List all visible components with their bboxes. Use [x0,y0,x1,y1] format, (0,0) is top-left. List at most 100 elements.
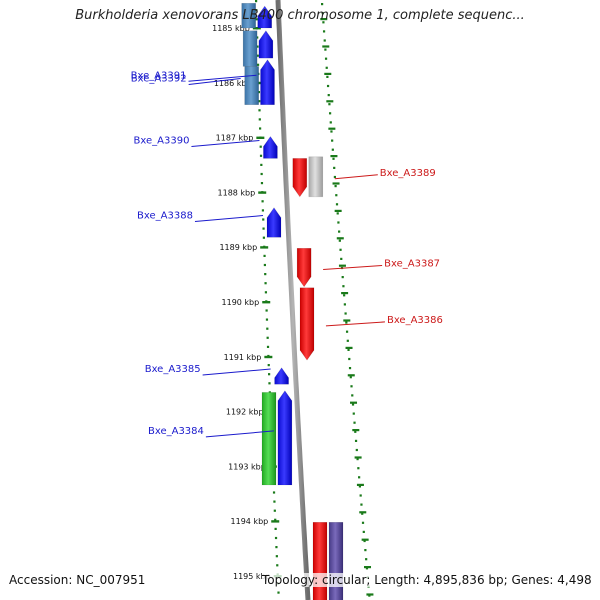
major-tick [320,18,328,21]
gene-label[interactable]: Bxe_A3389 [380,168,436,179]
gene-label[interactable]: Bxe_A3391 [131,70,187,81]
gene-label[interactable]: Bxe_A3385 [145,364,201,375]
minor-tick [262,218,265,221]
minor-tick [347,348,350,351]
gene-label[interactable]: Bxe_A3390 [134,135,190,146]
minor-tick [355,448,358,452]
minor-tick [353,421,356,424]
minor-tick [359,494,362,497]
kbp-label: 1188 kbp [218,188,256,197]
major-tick [332,182,340,185]
minor-tick [340,257,343,260]
minor-tick [361,512,364,515]
minor-tick [324,57,328,60]
minor-tick [360,503,363,506]
gene-label[interactable]: Bxe_A3392 [131,74,187,85]
minor-tick [257,91,261,94]
minor-tick [273,500,276,503]
minor-tick [262,227,265,230]
minor-tick [352,412,355,415]
gene-feature[interactable] [263,135,278,159]
minor-tick [348,367,352,370]
gene-feature[interactable] [312,521,328,600]
major-tick [361,538,369,541]
minor-tick [364,549,367,552]
minor-tick [328,112,332,115]
backbone-line [275,0,311,600]
gene-feature[interactable] [260,59,275,105]
gene-feature[interactable] [277,390,293,486]
minor-tick [265,309,268,312]
minor-tick [323,39,326,42]
gene-feature[interactable] [266,207,282,238]
kbp-tick [262,301,271,304]
kbp-tick [252,27,261,30]
minor-tick [256,63,260,66]
gene-label[interactable]: Bxe_A3384 [148,426,204,437]
minor-tick [262,236,265,239]
minor-tick [324,48,327,51]
minor-tick [266,345,270,348]
major-tick [326,100,334,103]
label-leader [205,430,274,438]
minor-tick [264,291,268,294]
minor-tick [357,467,360,470]
minor-tick [350,385,353,388]
major-tick [352,429,360,432]
major-tick [322,45,330,48]
minor-tick [264,282,267,285]
kbp-label: 1192 kbp [226,408,264,417]
label-leader [325,321,385,327]
tick-marks: 1185 kbp 1186 kbp 1187 kbp 1188 kbp 1189 kbp… [212,0,374,597]
minor-tick [261,200,264,203]
gene-feature[interactable] [296,248,312,288]
minor-tick [267,364,270,367]
minor-tick [358,476,361,479]
gene-feature[interactable] [258,30,274,59]
label-leader [334,174,378,180]
minor-tick [265,318,269,321]
minor-tick [343,294,346,297]
gene-feature[interactable] [274,367,289,385]
minor-tick [348,357,351,361]
major-tick [328,127,336,130]
gene-feature[interactable] [299,287,315,361]
gene-label[interactable]: Bxe_A3388 [137,211,193,222]
gene-label[interactable]: Bxe_A3387 [384,258,440,269]
minor-tick [331,139,334,142]
minor-tick [362,530,365,533]
minor-tick [334,185,337,188]
minor-tick [258,100,261,103]
minor-tick [327,94,330,97]
minor-tick [266,336,269,339]
minor-tick [260,163,263,166]
minor-tick [326,84,330,88]
accession-label: Accession: NC_007951 [9,573,146,587]
major-tick [343,319,351,322]
gene-feature[interactable] [241,2,256,29]
gene-label[interactable]: Bxe_A3386 [387,315,443,326]
gene-feature[interactable] [257,5,273,29]
minor-tick [260,172,263,176]
kbp-label: 1185 kbp [212,24,250,33]
minor-tick [363,539,366,543]
gene-feature[interactable] [328,521,344,600]
gene-feature[interactable] [242,30,258,67]
gene-feature[interactable] [261,392,277,486]
minor-tick [343,303,346,306]
kbp-label: 1186 kbp [214,79,252,88]
minor-tick [255,18,258,21]
major-tick [338,264,346,267]
minor-tick [322,30,326,33]
minor-tick [255,9,258,12]
minor-tick [329,121,332,124]
gene-feature[interactable] [292,158,308,198]
kbp-label: 1194 kbp [231,517,269,526]
major-tick [366,593,374,596]
minor-tick [274,518,277,521]
major-tick [356,483,364,486]
minor-tick [338,230,341,233]
gene-feature[interactable] [308,156,324,198]
gene-feature[interactable] [244,66,260,105]
